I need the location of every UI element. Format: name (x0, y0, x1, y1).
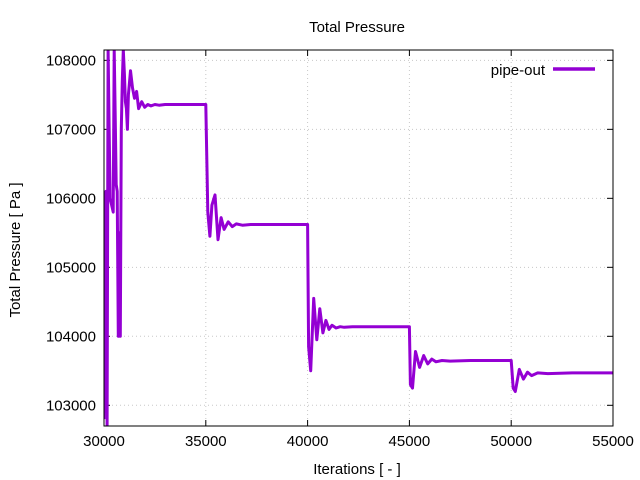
y-tick-labels: 103000 104000 105000 106000 107000 108000 (46, 52, 96, 414)
y-tick-label: 104000 (46, 328, 96, 345)
y-tick-label: 103000 (46, 397, 96, 414)
y-tick-label: 105000 (46, 259, 96, 276)
x-tick-label: 40000 (287, 433, 329, 450)
x-tick-label: 35000 (185, 433, 227, 450)
y-tick-label: 108000 (46, 52, 96, 69)
x-tick-label: 30000 (83, 433, 125, 450)
x-tick-labels: 30000 35000 40000 45000 50000 55000 (83, 433, 634, 450)
series-line-pipe-out (104, 50, 613, 426)
x-tick-label: 55000 (592, 433, 634, 450)
y-axis-title: Total Pressure [ Pa ] (7, 182, 24, 317)
chart-title: Total Pressure (309, 19, 405, 36)
legend: pipe-out (491, 62, 595, 79)
y-tick-label: 107000 (46, 121, 96, 138)
plot-frame (103, 49, 614, 427)
legend-label-pipe-out: pipe-out (491, 62, 546, 79)
series-layer (104, 50, 613, 426)
y-tick-label: 106000 (46, 190, 96, 207)
x-axis-title: Iterations [ - ] (313, 461, 401, 478)
x-tick-label: 45000 (389, 433, 431, 450)
x-tick-label: 50000 (490, 433, 532, 450)
